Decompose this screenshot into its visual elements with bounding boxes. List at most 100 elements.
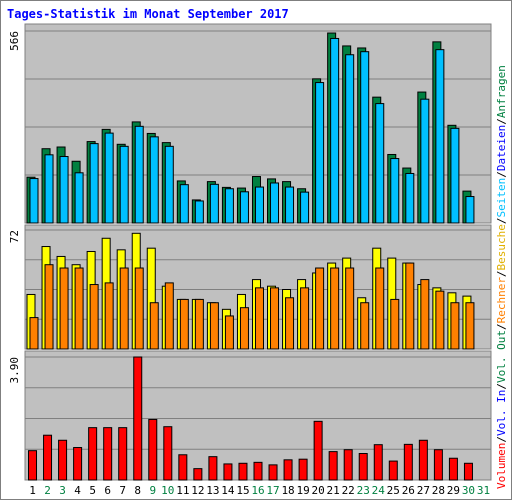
xtick-label-day-29: 29 (447, 484, 460, 497)
bar-seiten-day-8 (134, 125, 144, 224)
xtick-label-day-22: 22 (342, 484, 355, 497)
bar-seiten-day-10 (164, 145, 174, 224)
bar-volumen-day-18 (283, 459, 293, 481)
bar-volumen-day-14 (223, 463, 233, 481)
bar-seiten-day-4 (74, 172, 84, 224)
bar-seiten-day-7 (119, 145, 129, 224)
bar-seiten-day-2 (44, 154, 54, 224)
bar-volumen-day-1 (28, 450, 38, 481)
bar-rechner-day-25 (390, 298, 400, 350)
bar-seiten-day-14 (224, 188, 234, 224)
xtick-label-day-19: 19 (296, 484, 309, 497)
chart-title: Tages-Statistik im Monat September 2017 (7, 7, 289, 21)
bar-rechner-day-15 (239, 307, 249, 350)
bar-volumen-day-20 (313, 420, 323, 481)
legend-entry-2: Vol. In (495, 390, 508, 436)
bar-rechner-day-28 (435, 290, 445, 350)
bar-volumen-day-27 (418, 439, 428, 481)
bar-rechner-day-2 (44, 264, 54, 350)
bar-rechner-day-26 (405, 262, 415, 350)
bar-volumen-day-15 (238, 462, 248, 481)
xtick-label-day-28: 28 (432, 484, 445, 497)
bar-volumen-day-6 (103, 427, 113, 481)
bar-volumen-day-10 (163, 426, 173, 481)
bar-rechner-day-30 (465, 302, 475, 350)
xtick-label-day-9: 9 (149, 484, 156, 497)
bar-volumen-day-9 (148, 418, 158, 481)
bar-seiten-day-20 (315, 82, 325, 224)
bar-seiten-day-28 (435, 49, 445, 224)
bar-volumen-day-26 (403, 443, 413, 481)
bar-seiten-day-12 (194, 200, 204, 224)
xtick-label-day-23: 23 (357, 484, 370, 497)
bar-volumen-day-23 (358, 453, 368, 481)
bar-seiten-day-5 (89, 143, 99, 224)
bar-rechner-day-23 (360, 302, 370, 350)
xtick-label-day-10: 10 (161, 484, 174, 497)
bar-rechner-day-20 (315, 267, 325, 350)
bar-rechner-day-5 (89, 284, 99, 350)
bar-rechner-day-3 (59, 267, 69, 350)
bar-seiten-day-15 (239, 191, 249, 224)
bar-volumen-day-2 (43, 434, 53, 481)
bar-volumen-day-3 (58, 439, 68, 481)
xtick-label-day-12: 12 (191, 484, 204, 497)
bar-rechner-day-22 (345, 267, 355, 350)
xtick-label-day-31: 31 (477, 484, 490, 497)
bar-volumen-day-13 (208, 456, 218, 481)
bar-volumen-day-5 (88, 427, 98, 481)
bar-volumen-day-28 (433, 449, 443, 481)
bar-seiten-day-13 (209, 183, 219, 224)
legend-entry-5: / (495, 323, 508, 330)
xtick-label-day-1: 1 (29, 484, 36, 497)
bar-seiten-day-9 (149, 136, 159, 224)
legend-entry-12: Dateien (495, 125, 508, 171)
bar-volumen-day-24 (373, 444, 383, 481)
bar-volumen-day-29 (448, 457, 458, 481)
bar-seiten-day-16 (254, 186, 264, 224)
panel-top-ytick-label: 566 (8, 31, 21, 51)
bar-volumen-day-30 (463, 462, 473, 481)
bar-rechner-day-9 (149, 302, 159, 350)
bar-seiten-day-23 (360, 51, 370, 224)
bar-seiten-day-25 (390, 158, 400, 224)
bar-seiten-day-26 (405, 172, 415, 224)
xtick-label-day-26: 26 (402, 484, 415, 497)
bar-seiten-day-21 (330, 37, 340, 224)
xtick-label-day-5: 5 (89, 484, 96, 497)
bar-rechner-day-10 (164, 282, 174, 350)
xtick-label-day-8: 8 (134, 484, 141, 497)
xtick-label-day-20: 20 (312, 484, 325, 497)
bar-volumen-day-16 (253, 461, 263, 481)
xtick-label-day-2: 2 (44, 484, 51, 497)
bar-seiten-day-30 (465, 196, 475, 224)
xtick-label-day-14: 14 (221, 484, 235, 497)
legend-entry-3: / (495, 383, 508, 390)
bar-rechner-day-1 (29, 317, 39, 350)
legend-entry-13: / (495, 118, 508, 125)
legend-entry-9: / (495, 217, 508, 224)
xtick-label-day-6: 6 (104, 484, 111, 497)
bar-volumen-day-11 (178, 454, 188, 481)
bar-seiten-day-1 (29, 178, 39, 224)
bar-volumen-day-7 (118, 427, 128, 481)
xtick-label-day-27: 27 (417, 484, 430, 497)
bar-volumen-day-25 (388, 460, 398, 481)
bar-rechner-day-12 (194, 298, 204, 350)
xtick-label-day-17: 17 (266, 484, 279, 497)
bar-seiten-day-22 (345, 54, 355, 224)
bar-rechner-day-13 (209, 302, 219, 350)
xtick-label-day-18: 18 (281, 484, 294, 497)
bar-seiten-day-24 (375, 103, 385, 224)
bar-rechner-day-29 (450, 302, 460, 350)
legend-entry-1: / (495, 436, 508, 443)
bar-rechner-day-11 (179, 298, 189, 350)
bar-rechner-day-4 (74, 267, 84, 350)
xtick-label-day-15: 15 (236, 484, 249, 497)
bar-rechner-day-21 (330, 267, 340, 350)
bar-volumen-day-19 (298, 458, 308, 481)
xtick-label-day-13: 13 (206, 484, 219, 497)
legend-entry-0: Volumen (495, 443, 508, 489)
